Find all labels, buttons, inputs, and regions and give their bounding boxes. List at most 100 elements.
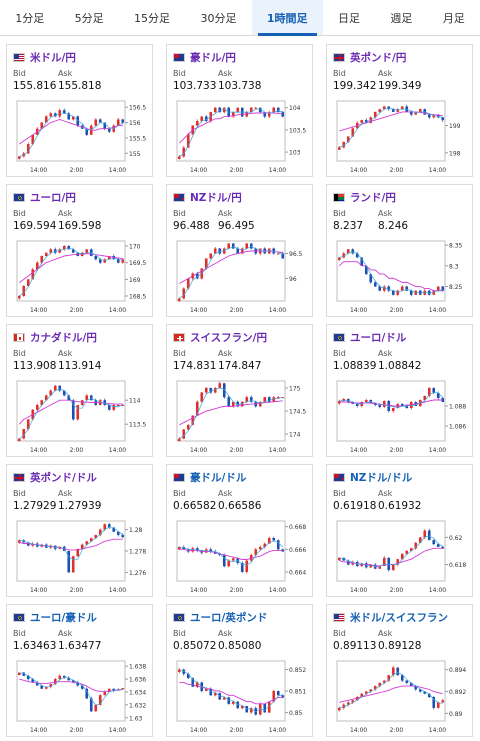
ch-flag-icon (173, 332, 185, 342)
tab-timeframe[interactable]: 5分足 (74, 11, 104, 25)
pair-name[interactable]: 英ポンド/ドル (30, 471, 97, 484)
mini-chart[interactable]: 0.894 0.892 0.89 14:00 2:00 14:00 (333, 657, 469, 735)
y-tick-label: 156 (129, 120, 141, 127)
candle (58, 385, 62, 393)
pair-name[interactable]: ユーロ/英ポンド (190, 611, 268, 624)
mini-chart[interactable]: 0.62 0.618 14:00 2:00 14:00 (333, 517, 469, 595)
ask-value: 113.914 (58, 360, 102, 372)
gb-flag-icon (13, 472, 25, 482)
mini-chart[interactable]: 0.668 0.666 0.664 14:00 2:00 14:00 (173, 517, 309, 595)
candle (391, 407, 395, 413)
currency-card[interactable]: カナダドル/円 Bid Ask 113.908 113.914 114 113.5 14:00… (6, 324, 153, 457)
mini-chart[interactable]: 1.28 1.278 1.276 14:00 2:00 14:00 (13, 517, 149, 595)
pair-header[interactable]: スイスフラン/円 (173, 329, 307, 345)
pair-name[interactable]: スイスフラン/円 (190, 331, 268, 344)
pair-name[interactable]: 豪ドル/円 (190, 51, 236, 64)
tab-timeframe[interactable]: 日足 (337, 11, 360, 25)
ask-label: Ask (218, 489, 233, 498)
ask-value: 8.246 (378, 220, 409, 232)
eu-flag-icon (13, 612, 25, 622)
tab-timeframe[interactable]: 15分足 (134, 11, 171, 25)
currency-card[interactable]: スイスフラン/円 Bid Ask 174.831 174.847 175 174.5 174 1… (166, 324, 313, 457)
pair-header[interactable]: ユーロ/英ポンド (173, 609, 307, 625)
candle (414, 290, 418, 295)
candlestick-chart: 104 103.5 103 14:00 2:00 14:00 (176, 100, 306, 174)
candlestick-chart: 0.852 0.851 0.85 14:00 2:00 14:00 (176, 660, 306, 734)
mini-chart[interactable]: 96.5 96 14:00 2:00 14:00 (173, 237, 309, 315)
tab-timeframe[interactable]: 1分足 (15, 11, 45, 25)
tab-timeframe[interactable]: 月足 (442, 11, 465, 25)
currency-card[interactable]: 米ドル/円 Bid Ask 155.816 155.818 156.5 156 155.5 15… (6, 44, 153, 177)
currency-card[interactable]: ユーロ/ドル Bid Ask 1.08839 1.08842 1.088 1.086 14:0… (326, 324, 473, 457)
currency-card[interactable]: 豪ドル/ドル Bid Ask 0.66582 0.66586 0.668 0.666 0.66… (166, 464, 313, 597)
mini-chart[interactable]: 114 113.5 14:00 2:00 14:00 (13, 377, 149, 455)
pair-header[interactable]: 英ポンド/円 (333, 49, 467, 65)
pair-name[interactable]: ユーロ/円 (30, 191, 76, 204)
candle (387, 675, 391, 683)
pair-name[interactable]: 米ドル/スイスフラン (350, 611, 449, 624)
pair-header[interactable]: 豪ドル/円 (173, 49, 307, 65)
pair-name[interactable]: ユーロ/ドル (350, 331, 407, 344)
candle (263, 703, 267, 713)
pair-header[interactable]: ユーロ/ドル (333, 329, 467, 345)
y-tick-label: 103 (289, 150, 301, 157)
mini-chart[interactable]: 1.638 1.636 1.634 1.632 1.63 14:00 2:00 14:00 (13, 657, 149, 735)
quote-values: 1.27929 1.27939 (13, 500, 147, 514)
pair-name[interactable]: カナダドル/円 (30, 331, 97, 344)
pair-name[interactable]: ランド/円 (350, 191, 396, 204)
pair-header[interactable]: 米ドル/円 (13, 49, 147, 65)
currency-card[interactable]: 米ドル/スイスフラン Bid Ask 0.89113 0.89128 0.894 0.892… (326, 604, 473, 737)
currency-card[interactable]: ランド/円 Bid Ask 8.237 8.246 8.35 8.3 8.25 14:00 2:0… (326, 184, 473, 317)
pair-header[interactable]: NZドル/円 (173, 189, 307, 205)
pair-header[interactable]: 豪ドル/ドル (173, 469, 307, 485)
pair-name[interactable]: 英ポンド/円 (350, 51, 407, 64)
pair-header[interactable]: NZドル/ドル (333, 469, 467, 485)
pair-header[interactable]: ランド/円 (333, 189, 467, 205)
mini-chart[interactable]: 199 198 14:00 2:00 14:00 (333, 97, 469, 175)
mini-chart[interactable]: 104 103.5 103 14:00 2:00 14:00 (173, 97, 309, 175)
currency-card[interactable]: 英ポンド/円 Bid Ask 199.342 199.349 199 198 14:00 2:0… (326, 44, 473, 177)
candle (71, 398, 75, 421)
pair-name[interactable]: ユーロ/豪ドル (30, 611, 97, 624)
quote-values: 0.85072 0.85080 (173, 640, 307, 654)
tab-timeframe[interactable]: 1時間足 (251, 0, 323, 36)
pair-name[interactable]: 米ドル/円 (30, 51, 76, 64)
pair-header[interactable]: 英ポンド/ドル (13, 469, 147, 485)
mini-chart[interactable]: 170 169.5 169 168.5 14:00 2:00 14:00 (13, 237, 149, 315)
candle (213, 246, 217, 254)
mini-chart[interactable]: 0.852 0.851 0.85 14:00 2:00 14:00 (173, 657, 309, 735)
pair-name[interactable]: 豪ドル/ドル (190, 471, 247, 484)
pair-header[interactable]: 米ドル/スイスフラン (333, 609, 467, 625)
pair-name[interactable]: NZドル/円 (190, 191, 242, 204)
candle (94, 118, 98, 127)
pair-header[interactable]: カナダドル/円 (13, 329, 147, 345)
pair-header[interactable]: ユーロ/円 (13, 189, 147, 205)
pair-name[interactable]: NZドル/ドル (350, 471, 413, 484)
currency-card[interactable]: ユーロ/英ポンド Bid Ask 0.85072 0.85080 0.852 0.851 0.… (166, 604, 313, 737)
quote-values: 1.08839 1.08842 (333, 360, 467, 374)
candle (53, 112, 57, 117)
ask-value: 103.738 (218, 80, 262, 92)
tab-timeframe[interactable]: 週足 (390, 11, 413, 25)
quote-values: 174.831 174.847 (173, 360, 307, 374)
mini-chart[interactable]: 175 174.5 174 14:00 2:00 14:00 (173, 377, 309, 455)
candlestick-chart: 0.668 0.666 0.664 14:00 2:00 14:00 (176, 520, 306, 594)
short-average-line (339, 391, 444, 409)
tab-timeframe[interactable]: 30分足 (200, 11, 237, 25)
currency-card[interactable]: NZドル/円 Bid Ask 96.488 96.495 96.5 96 14:00 2:00 1… (166, 184, 313, 317)
currency-card[interactable]: 英ポンド/ドル Bid Ask 1.27929 1.27939 1.28 1.278 1.27… (6, 464, 153, 597)
mini-chart[interactable]: 156.5 156 155.5 155 14:00 2:00 14:00 (13, 97, 149, 175)
candle (186, 424, 190, 430)
currency-card[interactable]: 豪ドル/円 Bid Ask 103.733 103.738 104 103.5 103 14:0… (166, 44, 313, 177)
mini-chart[interactable]: 8.35 8.3 8.25 14:00 2:00 14:00 (333, 237, 469, 315)
candle (342, 557, 346, 561)
x-tick-label: 2:00 (230, 167, 244, 174)
candle (342, 703, 346, 710)
currency-card[interactable]: NZドル/ドル Bid Ask 0.61918 0.61932 0.62 0.618 14:0… (326, 464, 473, 597)
currency-card[interactable]: ユーロ/円 Bid Ask 169.594 169.598 170 169.5 169 168.… (6, 184, 153, 317)
pair-header[interactable]: ユーロ/豪ドル (13, 609, 147, 625)
candle (258, 107, 262, 113)
mini-chart[interactable]: 1.088 1.086 14:00 2:00 14:00 (333, 377, 469, 455)
currency-card[interactable]: ユーロ/豪ドル Bid Ask 1.63463 1.63477 1.638 1.636 1.6… (6, 604, 153, 737)
candle (204, 115, 208, 123)
